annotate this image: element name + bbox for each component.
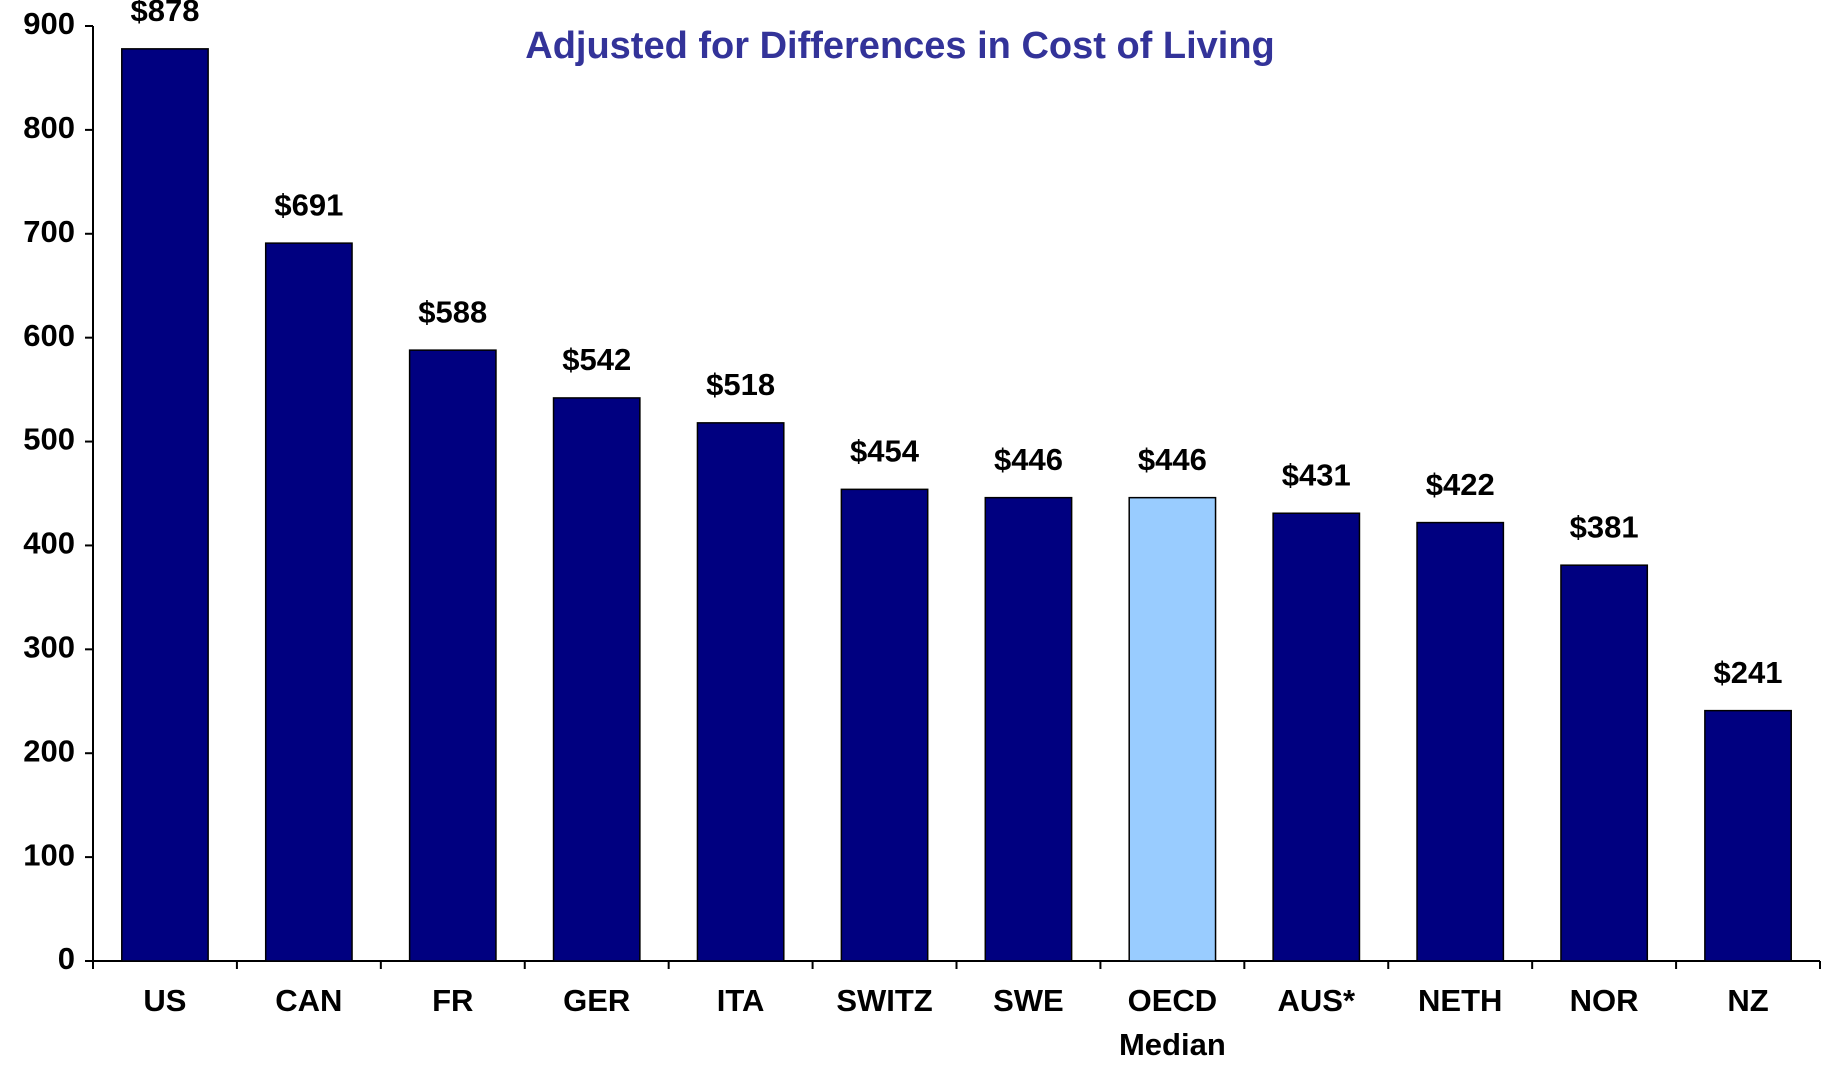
bar	[121, 48, 209, 962]
y-tick-label: 900	[23, 6, 75, 41]
bar	[1272, 512, 1361, 962]
x-tick-label: FR	[432, 983, 474, 1018]
data-label: $588	[418, 294, 487, 329]
y-tick-label: 600	[23, 318, 75, 353]
x-tick-label: GER	[563, 983, 631, 1018]
x-tick-label: US	[143, 983, 187, 1018]
data-label: $431	[1282, 457, 1351, 492]
data-label: $381	[1570, 509, 1639, 544]
x-tick-label: OECD Median	[1118, 983, 1226, 1062]
bar	[840, 488, 929, 962]
data-label: $446	[1138, 442, 1207, 477]
x-tick-label: AUS*	[1277, 983, 1356, 1018]
x-tick-label: ITA	[716, 983, 765, 1018]
x-tick-label: SWITZ	[836, 983, 933, 1018]
bar	[1128, 496, 1217, 962]
bar	[408, 349, 497, 962]
bar	[1560, 564, 1649, 962]
bar	[1704, 709, 1792, 962]
chart-subtitle: Adjusted for Differences in Cost of Livi…	[525, 25, 1275, 67]
bar	[984, 496, 1073, 962]
y-tick-label: 400	[23, 526, 75, 561]
data-label: $518	[706, 367, 775, 402]
data-label: $691	[274, 187, 343, 222]
data-label: $241	[1714, 655, 1783, 690]
y-tick-label: 700	[23, 214, 75, 249]
y-tick-label: 800	[23, 110, 75, 145]
y-tick-label: 100	[23, 837, 75, 872]
data-label: $446	[994, 442, 1063, 477]
data-label: $878	[130, 0, 199, 28]
bar	[552, 397, 641, 962]
y-tick-label: 500	[23, 422, 75, 457]
y-tick-label: 300	[23, 630, 75, 665]
y-tick-label: 0	[58, 941, 75, 976]
x-tick-label: NZ	[1727, 983, 1769, 1018]
bar	[696, 422, 785, 962]
x-tick-label: SWE	[993, 983, 1064, 1018]
x-tick-label: NETH	[1418, 983, 1503, 1018]
data-label: $422	[1426, 467, 1495, 502]
data-label: $542	[562, 342, 631, 377]
y-tick-label: 200	[23, 733, 75, 768]
bar	[264, 242, 353, 962]
x-tick-label: CAN	[275, 983, 343, 1018]
x-tick-label: NOR	[1569, 983, 1639, 1018]
bar	[1416, 521, 1505, 962]
data-label: $454	[850, 434, 920, 469]
